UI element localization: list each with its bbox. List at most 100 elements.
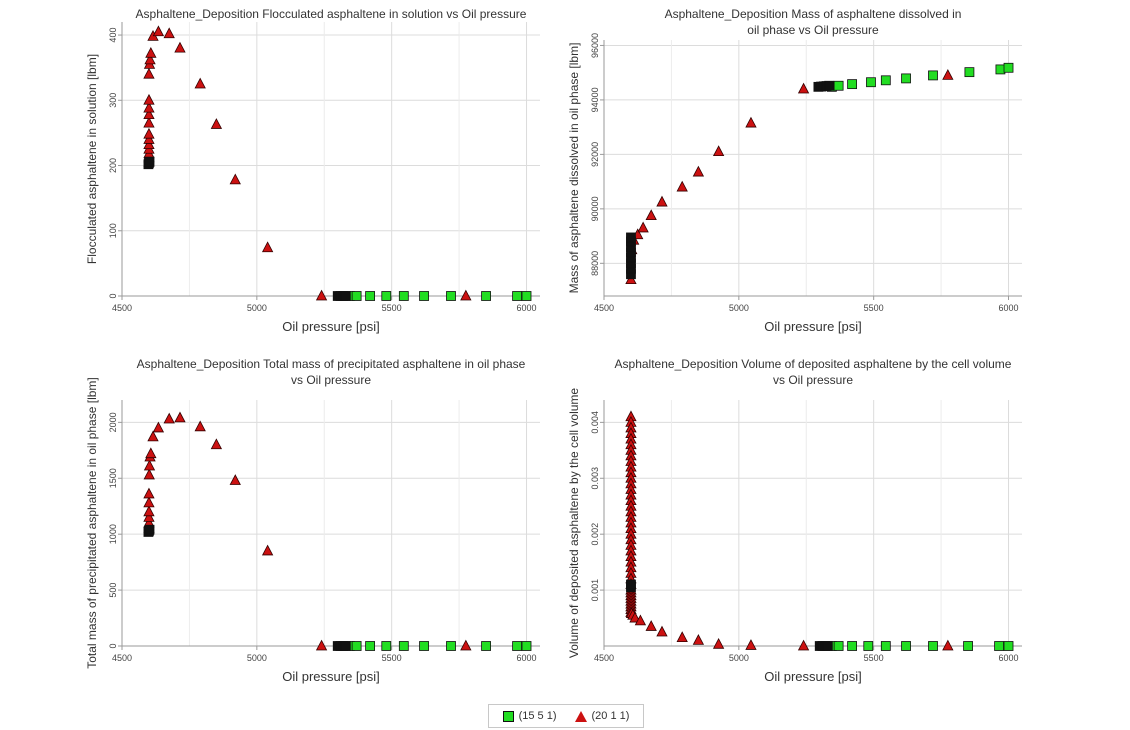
green-square-point [381, 291, 392, 301]
black-square-point [340, 291, 351, 301]
black-square-point [822, 641, 833, 651]
green-square-point [446, 291, 456, 301]
red-triangle-point [656, 625, 668, 637]
green-square-point [512, 641, 522, 651]
red-triangle-point [797, 82, 810, 94]
y-axis-label: Flocculated asphaltene in solution [lbm] [85, 54, 99, 264]
green-square-point [866, 77, 876, 88]
green-square-point [847, 79, 858, 90]
green-square-point [521, 291, 532, 301]
x-tick-label: 4500 [112, 653, 132, 663]
data-markers [625, 410, 1014, 651]
green-square-point [398, 641, 409, 651]
y-tick-label: 0 [108, 643, 118, 648]
plot-background [604, 40, 1022, 296]
plot-background [122, 400, 540, 646]
x-tick-label: 4500 [594, 303, 614, 313]
red-triangle-point [712, 637, 725, 649]
chart-panel-2: Asphaltene_Deposition Mass of asphaltene… [567, 7, 1022, 334]
red-triangle-point [315, 289, 328, 301]
red-triangle-point [143, 487, 155, 499]
chart-title: Asphaltene_Deposition Flocculated asphal… [136, 7, 527, 21]
red-triangle-point [229, 173, 241, 185]
red-triangle-point [942, 69, 954, 80]
y-tick-label: 0.001 [590, 579, 600, 602]
chart-panel-3: Asphaltene_Deposition Total mass of prec… [85, 357, 540, 684]
legend-square-marker [502, 710, 514, 722]
red-triangle-point [692, 165, 705, 177]
red-triangle-point [261, 241, 274, 253]
chart-title: Asphaltene_Deposition Volume of deposite… [615, 357, 1012, 371]
green-square-point [928, 641, 938, 651]
y-tick-label: 88000 [590, 251, 600, 276]
plot-background [122, 22, 540, 296]
chart-title: Asphaltene_Deposition Mass of asphaltene… [665, 7, 962, 21]
y-tick-label: 1000 [108, 524, 118, 544]
y-tick-label: 2000 [108, 412, 118, 432]
red-triangle-point [143, 496, 155, 508]
red-triangle-point [143, 116, 155, 128]
green-square-point [381, 641, 392, 651]
y-tick-label: 0 [108, 293, 118, 298]
legend-label: (20 1 1) [591, 710, 630, 722]
green-square-point [880, 641, 891, 651]
red-triangle-point [152, 421, 165, 433]
red-triangle-point [143, 459, 156, 471]
y-tick-label: 100 [108, 223, 118, 238]
green-square-point [847, 641, 858, 651]
y-tick-label: 0.002 [590, 523, 600, 546]
green-square-point [901, 73, 911, 84]
x-tick-label: 5500 [864, 303, 884, 313]
red-triangle-point [143, 468, 155, 480]
red-triangle-point [210, 438, 223, 450]
legend-triangle-marker [574, 710, 587, 722]
red-triangle-point [797, 639, 810, 651]
red-triangle-point [942, 639, 954, 651]
legend-item-15-5-1: (15 5 1) [502, 710, 557, 722]
x-tick-label: 6000 [517, 303, 537, 313]
x-axis-label: Oil pressure [psi] [764, 669, 862, 684]
red-triangle-point [152, 25, 165, 37]
green-square-point [928, 70, 938, 81]
x-tick-label: 5000 [729, 303, 749, 313]
x-tick-label: 4500 [594, 653, 614, 663]
data-markers [625, 62, 1014, 285]
red-triangle-point [692, 634, 705, 645]
red-triangle-point [143, 93, 155, 105]
green-square-point [521, 641, 532, 651]
red-triangle-point [676, 180, 688, 192]
y-axis-label: Total mass of precipitated asphaltene in… [85, 377, 99, 669]
black-square-point [340, 641, 351, 651]
red-triangle-point [144, 53, 156, 65]
red-triangle-point [210, 118, 223, 129]
red-triangle-point [143, 67, 155, 79]
black-square-point [824, 80, 835, 91]
legend-label: (15 5 1) [518, 710, 557, 722]
green-square-point [880, 75, 891, 86]
green-square-point [995, 64, 1006, 75]
green-square-point [863, 641, 874, 651]
y-tick-label: 400 [108, 28, 118, 43]
green-square-point [1003, 641, 1014, 651]
green-square-point [481, 291, 491, 301]
black-square-point [144, 156, 155, 167]
y-tick-label: 1500 [108, 468, 118, 488]
plot-background [604, 400, 1022, 646]
y-axis-label: Mass of asphaltene dissolved in oil phas… [567, 43, 581, 294]
red-triangle-point [174, 41, 186, 53]
red-triangle-point [315, 639, 328, 651]
x-tick-label: 5000 [247, 303, 267, 313]
red-triangle-point [147, 430, 159, 442]
red-triangle-point [656, 195, 668, 207]
x-tick-label: 5500 [382, 303, 402, 313]
red-triangle-point [229, 474, 241, 485]
x-tick-label: 5000 [247, 653, 267, 663]
red-triangle-point [460, 289, 472, 301]
green-square-point [365, 641, 376, 651]
y-tick-label: 96000 [590, 33, 600, 58]
black-square-point [626, 579, 636, 590]
green-square-point [419, 641, 429, 651]
y-tick-label: 90000 [590, 196, 600, 221]
legend: (15 5 1) (20 1 1) [488, 704, 644, 728]
